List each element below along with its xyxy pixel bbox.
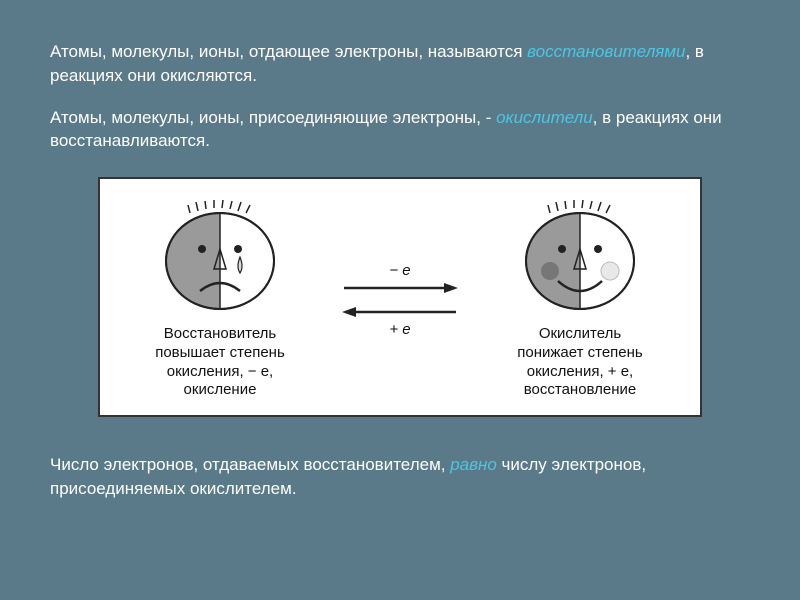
caption-line: восстановление: [524, 381, 637, 398]
caption-line: окисления, − e,: [167, 363, 273, 380]
caption-line: Окислитель: [539, 325, 621, 342]
arrow-label-top: − e: [389, 262, 410, 279]
highlight-oxidizer: окислители: [496, 108, 593, 127]
arrows-column: − e + e: [340, 262, 460, 338]
slide-root: Атомы, молекулы, ионы, отдающее электрон…: [0, 0, 800, 600]
arrow-plus-e: + e: [340, 305, 460, 338]
conservation-statement: Число электронов, отдаваемых восстановит…: [50, 453, 750, 501]
text-pre: Атомы, молекулы, ионы, присоединяющие эл…: [50, 108, 496, 127]
highlight-reducer: восстановителями: [527, 42, 685, 61]
caption-line: окисления, + e,: [527, 363, 633, 380]
arrow-label-bottom: + e: [389, 321, 410, 338]
caption-line: Восстановитель: [164, 325, 276, 342]
oxidizer-column: Окислитель понижает степень окисления, +…: [490, 199, 670, 400]
caption-line: окисление: [184, 381, 257, 398]
definition-oxidizer: Атомы, молекулы, ионы, присоединяющие эл…: [50, 106, 750, 154]
highlight-equal: равно: [450, 455, 497, 474]
oxidizer-caption: Окислитель понижает степень окисления, +…: [517, 325, 643, 400]
reducer-caption: Восстановитель повышает степень окислени…: [155, 325, 285, 400]
text-pre: Число электронов, отдаваемых восстановит…: [50, 455, 450, 474]
arrow-minus-e: − e: [340, 262, 460, 295]
arrow-right-icon: [340, 281, 460, 295]
definition-reducer: Атомы, молекулы, ионы, отдающее электрон…: [50, 40, 750, 88]
reducer-column: Восстановитель повышает степень окислени…: [130, 199, 310, 400]
caption-line: понижает степень: [517, 344, 643, 361]
sad-face-icon: [150, 199, 290, 319]
caption-line: повышает степень: [155, 344, 285, 361]
text-pre: Атомы, молекулы, ионы, отдающее электрон…: [50, 42, 527, 61]
face-diagram: Восстановитель повышает степень окислени…: [98, 177, 702, 417]
arrow-left-icon: [340, 305, 460, 319]
happy-face-icon: [510, 199, 650, 319]
